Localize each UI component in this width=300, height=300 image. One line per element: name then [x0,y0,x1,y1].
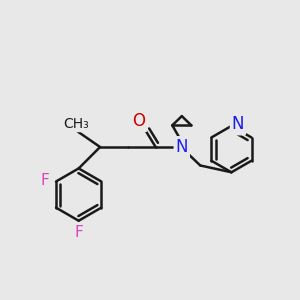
Text: F: F [74,224,83,239]
Text: F: F [40,172,49,188]
Text: O: O [133,112,146,130]
Text: N: N [176,138,188,156]
Text: N: N [232,116,244,134]
Text: CH₃: CH₃ [63,116,89,130]
